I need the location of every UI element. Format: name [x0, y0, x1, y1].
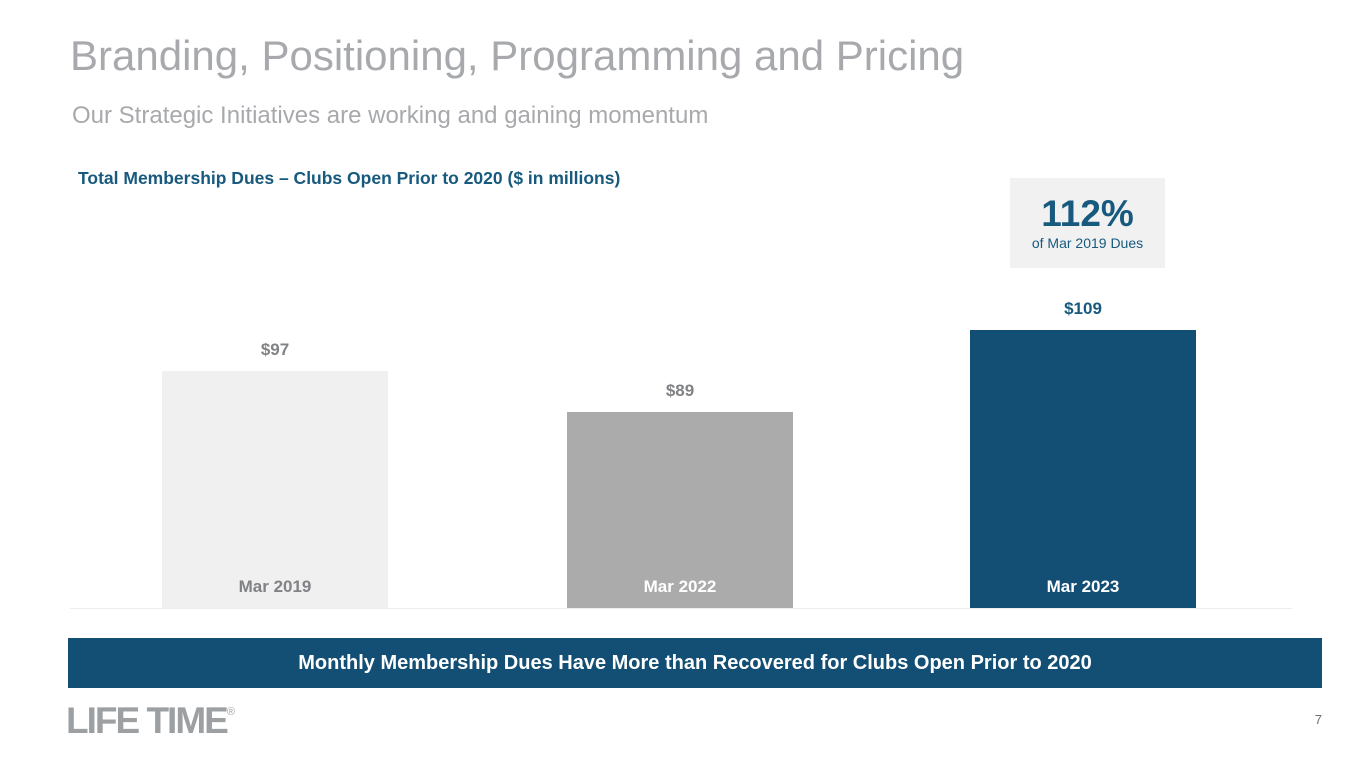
bar-mar-2023: Mar 2023: [970, 330, 1196, 608]
logo-text: LIFE TIME: [66, 700, 229, 741]
bar-mar-2022: Mar 2022: [567, 412, 793, 608]
slide-title: Branding, Positioning, Programming and P…: [70, 32, 965, 79]
bar-category-label: Mar 2022: [643, 577, 717, 596]
bar-value-label: $109: [1064, 299, 1102, 318]
bar-group-mar-2023: $109 Mar 2023: [970, 299, 1196, 608]
banner-text: Monthly Membership Dues Have More than R…: [298, 651, 1092, 674]
bar-mar-2019: Mar 2019: [162, 371, 388, 608]
bar-category-label: Mar 2023: [1046, 577, 1120, 596]
callout-box: 112% of Mar 2019 Dues: [1010, 178, 1165, 268]
bar-value-label: $97: [260, 340, 290, 359]
callout-caption: of Mar 2019 Dues: [1031, 235, 1144, 252]
chart-baseline: [70, 608, 1292, 609]
bar-category-label: Mar 2019: [238, 577, 312, 596]
bar-value-label: $89: [665, 381, 695, 400]
slide-subtitle: Our Strategic Initiatives are working an…: [72, 102, 709, 129]
callout-value: 112%: [1041, 192, 1134, 234]
bar-chart: $97 Mar 2019 $89 Mar 2022 $109 Mar 2023: [70, 299, 1292, 609]
logo-registered-mark: ®: [226, 706, 235, 718]
bar-group-mar-2019: $97 Mar 2019: [162, 340, 388, 608]
lifetime-logo: LIFE TIME®: [66, 700, 235, 742]
page-number: 7: [1314, 712, 1322, 727]
takeaway-banner: Monthly Membership Dues Have More than R…: [68, 638, 1322, 688]
chart-title: Total Membership Dues – Clubs Open Prior…: [78, 168, 621, 188]
bar-group-mar-2022: $89 Mar 2022: [567, 381, 793, 608]
